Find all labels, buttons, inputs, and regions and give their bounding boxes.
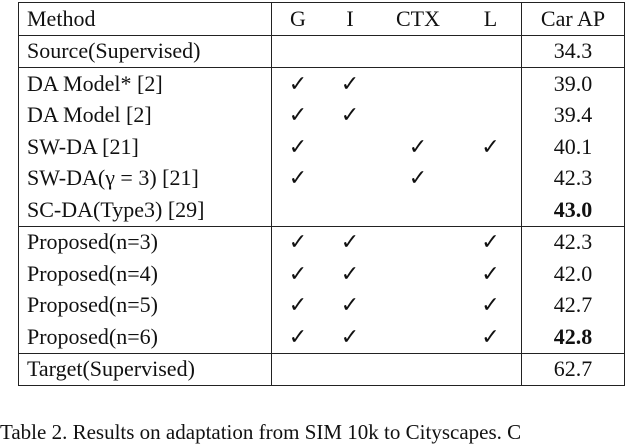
l-cell: ✓ bbox=[460, 321, 522, 354]
table-row: SC-DA(Type3) [29] 43.0 bbox=[18, 194, 625, 227]
method-cell: DA Model* [2] bbox=[18, 67, 272, 100]
car-ap-cell: 34.3 bbox=[521, 35, 625, 68]
header-row: Method G I CTX L Car AP bbox=[18, 2, 625, 36]
ctx-cell bbox=[376, 353, 460, 386]
header-i: I bbox=[324, 2, 376, 36]
i-cell bbox=[324, 194, 376, 227]
ctx-cell: ✓ bbox=[408, 165, 428, 191]
l-cell: ✓ bbox=[481, 292, 500, 318]
table-row: SW-DA [21] ✓ ✓ ✓ 40.1 bbox=[18, 131, 625, 163]
ctx-cell bbox=[376, 100, 460, 132]
l-cell bbox=[460, 163, 522, 195]
g-cell: ✓ bbox=[288, 260, 308, 286]
ctx-cell bbox=[376, 258, 460, 290]
ctx-cell: ✓ bbox=[408, 133, 428, 159]
ctx-cell bbox=[376, 226, 460, 258]
g-cell: ✓ bbox=[288, 292, 308, 318]
g-cell: ✓ bbox=[288, 165, 308, 191]
i-cell: ✓ bbox=[340, 229, 360, 255]
table-row: DA Model* [2] ✓ ✓ 39.0 bbox=[18, 67, 625, 100]
method-cell: Source(Supervised) bbox=[18, 35, 272, 68]
i-cell bbox=[324, 353, 376, 386]
l-cell bbox=[460, 35, 522, 68]
i-cell: ✓ bbox=[324, 321, 376, 354]
method-cell: SC-DA(Type3) [29] bbox=[18, 194, 272, 227]
l-cell: ✓ bbox=[481, 260, 500, 286]
car-ap-cell: 42.7 bbox=[521, 289, 625, 321]
g-cell bbox=[271, 194, 324, 227]
car-ap-cell: 42.3 bbox=[521, 226, 625, 258]
car-ap-cell: 39.4 bbox=[521, 99, 625, 131]
method-cell: Proposed(n=4) bbox=[18, 258, 272, 290]
method-cell: SW-DA(γ = 3) [21] bbox=[18, 162, 272, 194]
table-caption: Table 2. Results on adaptation from SIM … bbox=[0, 420, 522, 444]
car-ap-cell: 42.8 bbox=[521, 321, 625, 354]
i-cell: ✓ bbox=[340, 260, 360, 286]
method-cell: Proposed(n=3) bbox=[18, 226, 272, 258]
table-row: Proposed(n=5) ✓ ✓ ✓ 42.7 bbox=[18, 289, 625, 322]
g-cell: ✓ bbox=[288, 133, 308, 159]
l-cell: ✓ bbox=[481, 133, 500, 159]
method-cell: Target(Supervised) bbox=[18, 353, 272, 386]
l-cell bbox=[460, 194, 522, 227]
header-car-ap: Car AP bbox=[521, 2, 625, 36]
table-row: Source(Supervised) 34.3 bbox=[18, 35, 625, 68]
g-cell bbox=[271, 353, 324, 386]
table-row: Target(Supervised) 62.7 bbox=[18, 353, 625, 386]
l-cell bbox=[460, 100, 522, 132]
car-ap-cell: 39.0 bbox=[521, 67, 625, 100]
l-cell bbox=[460, 353, 522, 386]
i-cell: ✓ bbox=[340, 102, 360, 128]
car-ap-cell: 62.7 bbox=[521, 353, 625, 386]
ctx-cell bbox=[376, 35, 460, 68]
car-ap-cell: 43.0 bbox=[521, 194, 625, 227]
ctx-cell bbox=[376, 68, 460, 100]
g-cell bbox=[271, 35, 324, 68]
ctx-cell bbox=[376, 290, 460, 322]
table-row: Proposed(n=6) ✓ ✓ ✓ 42.8 bbox=[18, 321, 625, 354]
header-l: L bbox=[460, 2, 522, 36]
method-cell: SW-DA [21] bbox=[18, 131, 272, 163]
header-ctx: CTX bbox=[376, 2, 460, 36]
car-ap-cell: 40.1 bbox=[521, 131, 625, 163]
i-cell bbox=[324, 35, 376, 68]
ctx-cell bbox=[376, 321, 460, 354]
i-cell: ✓ bbox=[340, 292, 360, 318]
i-cell bbox=[324, 163, 376, 195]
header-method: Method bbox=[18, 2, 272, 36]
method-cell: DA Model [2] bbox=[18, 99, 272, 131]
l-cell: ✓ bbox=[481, 229, 500, 255]
g-cell: ✓ bbox=[288, 102, 308, 128]
i-cell bbox=[324, 131, 376, 163]
method-cell: Proposed(n=5) bbox=[18, 289, 272, 321]
car-ap-cell: 42.0 bbox=[521, 258, 625, 290]
table-row: SW-DA(γ = 3) [21] ✓ ✓ 42.3 bbox=[18, 162, 625, 195]
method-cell: Proposed(n=6) bbox=[18, 321, 272, 354]
results-table: Method G I CTX L Car AP Source(Supervise… bbox=[18, 2, 625, 386]
l-cell bbox=[460, 68, 522, 100]
g-cell: ✓ bbox=[288, 229, 308, 255]
table-row: DA Model [2] ✓ ✓ 39.4 bbox=[18, 99, 625, 132]
g-cell: ✓ bbox=[288, 70, 308, 96]
ctx-cell bbox=[376, 194, 460, 227]
g-cell: ✓ bbox=[271, 321, 324, 354]
table-row: Proposed(n=3) ✓ ✓ ✓ 42.3 bbox=[18, 226, 625, 258]
table-row: Proposed(n=4) ✓ ✓ ✓ 42.0 bbox=[18, 258, 625, 290]
header-g: G bbox=[271, 2, 324, 36]
car-ap-cell: 42.3 bbox=[521, 162, 625, 194]
i-cell: ✓ bbox=[340, 70, 360, 96]
